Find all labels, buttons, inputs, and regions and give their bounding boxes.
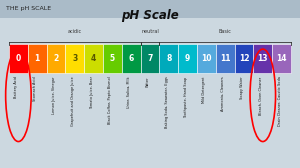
Text: Tomato Juice, Beer: Tomato Juice, Beer xyxy=(90,76,94,109)
FancyBboxPatch shape xyxy=(216,44,235,73)
Text: 1: 1 xyxy=(34,54,40,63)
Text: 6: 6 xyxy=(129,54,134,63)
Text: Ammonia, Cleaners: Ammonia, Cleaners xyxy=(221,76,225,111)
FancyBboxPatch shape xyxy=(141,44,159,73)
FancyBboxPatch shape xyxy=(272,44,291,73)
Text: Water: Water xyxy=(146,76,150,87)
Text: 10: 10 xyxy=(201,54,212,63)
Text: 13: 13 xyxy=(257,54,268,63)
Text: 0: 0 xyxy=(16,54,21,63)
Text: Urine, Saliva, Milk: Urine, Saliva, Milk xyxy=(127,76,131,108)
Text: neutral: neutral xyxy=(141,29,159,34)
Text: Basic: Basic xyxy=(219,29,232,34)
Text: 3: 3 xyxy=(72,54,77,63)
Text: THE pH SCALE: THE pH SCALE xyxy=(6,6,51,11)
Text: 11: 11 xyxy=(220,54,230,63)
Text: Lemon Juice, Vinegar: Lemon Juice, Vinegar xyxy=(52,76,56,114)
Text: pH Scale: pH Scale xyxy=(121,9,179,22)
Text: Baking Soda, Seawater, Eggs: Baking Soda, Seawater, Eggs xyxy=(165,76,169,128)
FancyBboxPatch shape xyxy=(159,44,178,73)
Text: Drain Cleaner, Caustic Soda: Drain Cleaner, Caustic Soda xyxy=(278,76,282,126)
FancyBboxPatch shape xyxy=(122,44,141,73)
Text: Soapy Water: Soapy Water xyxy=(240,76,244,99)
FancyBboxPatch shape xyxy=(65,44,84,73)
FancyBboxPatch shape xyxy=(28,44,46,73)
Text: 12: 12 xyxy=(239,54,249,63)
FancyBboxPatch shape xyxy=(84,44,103,73)
FancyBboxPatch shape xyxy=(178,44,197,73)
FancyBboxPatch shape xyxy=(254,44,272,73)
Text: Bleach, Oven Cleaner: Bleach, Oven Cleaner xyxy=(259,76,263,115)
FancyBboxPatch shape xyxy=(0,0,300,18)
FancyBboxPatch shape xyxy=(103,44,122,73)
Text: 2: 2 xyxy=(53,54,58,63)
Text: Battery Acid: Battery Acid xyxy=(14,76,18,98)
Text: Stomach Acid: Stomach Acid xyxy=(33,76,37,101)
FancyBboxPatch shape xyxy=(197,44,216,73)
FancyBboxPatch shape xyxy=(235,44,254,73)
Text: 7: 7 xyxy=(147,54,153,63)
FancyBboxPatch shape xyxy=(46,44,65,73)
Text: Grapefruit and Orange Juice: Grapefruit and Orange Juice xyxy=(71,76,75,126)
Text: 4: 4 xyxy=(91,54,96,63)
Text: Black Coffee, Pepto Bismol: Black Coffee, Pepto Bismol xyxy=(108,76,112,124)
Text: acidic: acidic xyxy=(68,29,82,34)
Text: 8: 8 xyxy=(166,54,172,63)
Text: Mild Detergent: Mild Detergent xyxy=(202,76,206,103)
Text: 9: 9 xyxy=(185,54,190,63)
Text: 5: 5 xyxy=(110,54,115,63)
Text: 14: 14 xyxy=(276,54,287,63)
Text: Toothpaste, Hand Soap: Toothpaste, Hand Soap xyxy=(184,76,188,118)
FancyBboxPatch shape xyxy=(9,44,28,73)
